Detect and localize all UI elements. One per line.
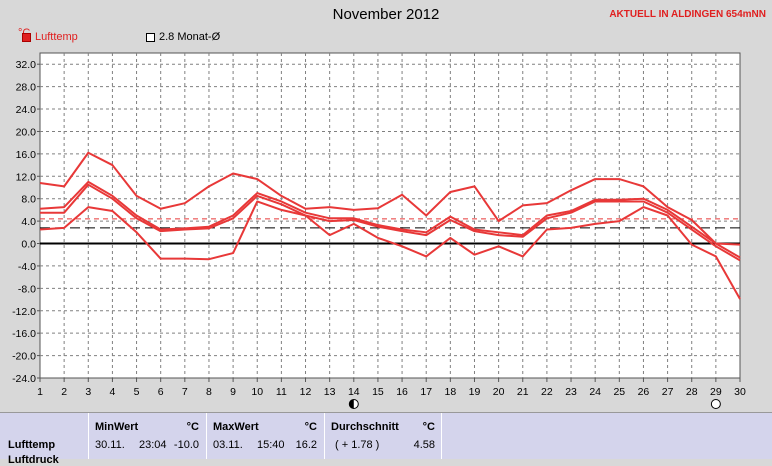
x-tick-label: 22 bbox=[541, 386, 553, 398]
x-tick-label: 14 bbox=[348, 386, 360, 398]
x-tick-label: 17 bbox=[420, 386, 432, 398]
x-tick-label: 20 bbox=[493, 386, 505, 398]
y-tick-label: 8.0 bbox=[21, 194, 36, 206]
stat-time: 15:40 bbox=[257, 439, 285, 451]
y-tick-label: 24.0 bbox=[16, 104, 37, 116]
x-tick-label: 9 bbox=[230, 386, 236, 398]
x-tick-label: 4 bbox=[109, 386, 115, 398]
x-tick-label: 5 bbox=[134, 386, 140, 398]
x-tick-label: 15 bbox=[372, 386, 384, 398]
stat-header: MinWert bbox=[95, 421, 138, 433]
x-tick-label: 24 bbox=[589, 386, 601, 398]
y-tick-label: 28.0 bbox=[16, 82, 37, 94]
y-tick-label: -16.0 bbox=[12, 328, 36, 340]
legend-label: 2.8 Monat-Ø bbox=[159, 31, 220, 43]
y-tick-label: 20.0 bbox=[16, 126, 37, 138]
x-tick-label: 29 bbox=[710, 386, 722, 398]
x-tick-label: 28 bbox=[686, 386, 698, 398]
x-tick-label: 3 bbox=[85, 386, 91, 398]
x-tick-label: 2 bbox=[61, 386, 67, 398]
x-tick-label: 18 bbox=[445, 386, 457, 398]
station-label: AKTUELL IN ALDINGEN 654mNN bbox=[609, 9, 766, 20]
y-tick-label: -20.0 bbox=[12, 351, 36, 363]
stat-unit: °C bbox=[187, 421, 199, 433]
row-label-2: Luftdruck bbox=[8, 454, 59, 466]
x-tick-label: 10 bbox=[251, 386, 263, 398]
stat-average: Durchschnitt °C ( + 1.78 ) 4.58 bbox=[324, 413, 442, 459]
stat-value: 4.58 bbox=[414, 439, 435, 451]
y-tick-label: -8.0 bbox=[18, 283, 36, 295]
stat-unit: °C bbox=[423, 421, 435, 433]
legend-item-monthly-average: 2.8 Monat-Ø bbox=[146, 31, 220, 43]
y-tick-label: -24.0 bbox=[12, 373, 36, 385]
stat-date: 30.11. bbox=[95, 439, 125, 451]
x-tick-label: 6 bbox=[158, 386, 164, 398]
y-tick-label: 16.0 bbox=[16, 149, 37, 161]
stat-min: MinWert °C 30.11. 23:04 -10.0 bbox=[88, 413, 205, 459]
plot-area bbox=[40, 53, 740, 378]
stat-deviation: ( + 1.78 ) bbox=[335, 439, 379, 451]
full-moon-icon bbox=[711, 400, 720, 409]
legend-item-lufttemp: Lufttemp bbox=[22, 31, 78, 43]
legend-swatch-filled-icon bbox=[22, 33, 31, 42]
x-tick-label: 16 bbox=[396, 386, 408, 398]
y-tick-label: 32.0 bbox=[16, 59, 37, 71]
x-tick-label: 23 bbox=[565, 386, 577, 398]
x-tick-label: 11 bbox=[276, 386, 287, 398]
stat-value: -10.0 bbox=[174, 439, 199, 451]
stat-value: 16.2 bbox=[296, 439, 317, 451]
y-tick-label: 4.0 bbox=[21, 216, 36, 228]
x-tick-label: 27 bbox=[662, 386, 674, 398]
x-tick-label: 21 bbox=[517, 386, 529, 398]
stat-header: Durchschnitt bbox=[331, 421, 399, 433]
y-tick-label: 12.0 bbox=[16, 171, 37, 183]
x-tick-label: 30 bbox=[734, 386, 746, 398]
stat-max: MaxWert °C 03.11. 15:40 16.2 bbox=[206, 413, 323, 459]
legend-swatch-empty-icon bbox=[146, 33, 155, 42]
stat-date: 03.11. bbox=[213, 439, 243, 451]
x-tick-label: 25 bbox=[613, 386, 625, 398]
chart-svg: 32.0 28.0 24.0 20.0 16.0 12.0 8.0 4.0 0.0 -4.0 -8.… bbox=[0, 0, 772, 410]
stat-time: 23:04 bbox=[139, 439, 167, 451]
x-tick-label: 12 bbox=[300, 386, 312, 398]
x-tick-label: 19 bbox=[469, 386, 481, 398]
stat-header: MaxWert bbox=[213, 421, 259, 433]
row-label: Lufttemp bbox=[8, 439, 55, 451]
x-tick-label: 26 bbox=[638, 386, 650, 398]
x-tick-label: 13 bbox=[324, 386, 336, 398]
legend-label: Lufttemp bbox=[35, 31, 78, 43]
x-tick-label: 7 bbox=[182, 386, 188, 398]
stats-table: Lufttemp Luftdruck MinWert °C 30.11. 23:… bbox=[0, 412, 772, 459]
y-tick-label: 0.0 bbox=[21, 239, 36, 251]
y-tick-label: -4.0 bbox=[18, 261, 36, 273]
y-tick-label: -12.0 bbox=[12, 306, 36, 318]
x-tick-label: 1 bbox=[37, 386, 43, 398]
x-tick-label: 8 bbox=[206, 386, 212, 398]
stat-unit: °C bbox=[305, 421, 317, 433]
